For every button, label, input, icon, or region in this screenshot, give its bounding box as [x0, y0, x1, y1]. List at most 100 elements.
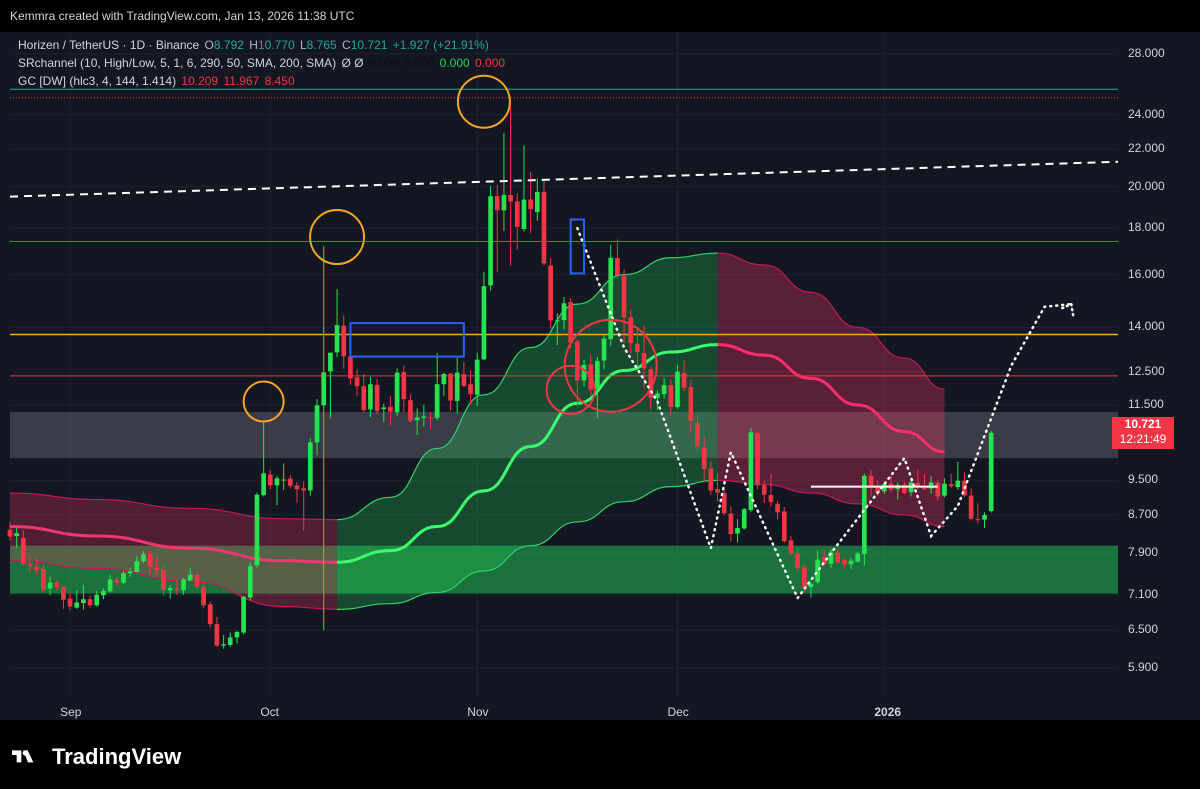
candle	[234, 631, 240, 638]
candle	[688, 387, 694, 422]
candle	[681, 373, 687, 388]
candle	[334, 325, 340, 353]
candle	[468, 384, 473, 395]
highlight-circle	[563, 318, 658, 413]
candle	[922, 486, 927, 490]
candle	[328, 352, 333, 372]
candle	[288, 478, 293, 486]
channel-upper-line	[337, 252, 718, 521]
candle	[808, 583, 814, 587]
highlight-circle	[309, 209, 366, 266]
candle	[508, 194, 513, 202]
candle	[247, 566, 253, 598]
candle	[388, 406, 393, 412]
candle	[755, 433, 760, 486]
top-bar: Kemmra created with TradingView.com, Jan…	[0, 0, 1200, 32]
price-axis-label: 5.900	[1128, 660, 1159, 675]
legend-l-label: L	[299, 38, 307, 52]
candle	[381, 407, 387, 410]
current-price: 10.721	[1124, 417, 1162, 431]
candle	[875, 485, 881, 493]
channel-upper-line	[9, 492, 338, 521]
candle	[554, 320, 560, 322]
candle	[294, 485, 300, 490]
candle	[54, 582, 60, 587]
legend-h-label: H	[249, 38, 258, 52]
candle	[741, 509, 747, 529]
srchannel-value: 0.000	[439, 56, 470, 70]
highlight-box	[349, 322, 465, 358]
candle	[868, 475, 874, 486]
legend-c-label: C	[342, 38, 351, 52]
candle	[368, 384, 373, 410]
bottom-bar	[0, 720, 1200, 789]
candle	[835, 552, 840, 563]
candle	[735, 527, 740, 534]
candle	[348, 356, 353, 379]
candle	[595, 360, 600, 390]
candle	[374, 384, 380, 411]
candle	[761, 485, 767, 495]
projection-arrowhead	[1061, 302, 1075, 318]
candle	[481, 286, 487, 360]
horizontal-lines	[10, 88, 1118, 377]
candle	[261, 473, 266, 496]
candle	[14, 533, 20, 537]
candle	[47, 582, 53, 589]
candle	[902, 484, 907, 494]
tradingview-logo-icon	[12, 750, 34, 763]
candle	[501, 194, 507, 211]
candle	[414, 417, 420, 421]
candle	[101, 590, 106, 596]
candle	[161, 569, 166, 590]
candle	[107, 579, 113, 592]
candle	[301, 488, 307, 491]
legend-high: 10.770	[257, 38, 295, 52]
candle	[227, 637, 233, 645]
candle	[254, 494, 260, 566]
candle	[174, 588, 180, 590]
candle	[154, 567, 160, 570]
legend-low: 8.765	[306, 38, 337, 52]
projection-path	[576, 226, 1073, 601]
candle	[394, 372, 400, 413]
candle	[421, 416, 427, 418]
candle	[448, 373, 453, 401]
candle	[121, 573, 126, 583]
candle	[915, 482, 921, 487]
channel-lower-line	[337, 479, 718, 610]
price-axis-label: 11.500	[1128, 396, 1164, 411]
candle	[708, 468, 714, 491]
candle	[141, 554, 146, 562]
channel-mid-line	[337, 343, 718, 564]
candle	[408, 400, 413, 421]
candle	[862, 475, 867, 555]
channel-band	[337, 253, 718, 610]
candle	[314, 405, 320, 443]
gc-value: 11.967	[223, 74, 260, 88]
candle	[27, 563, 33, 566]
legend-srchannel-row: SRchannel (10, High/Low, 5, 1, 6, 290, 5…	[18, 56, 507, 70]
channel-mid-line	[9, 525, 338, 564]
highlight-circle	[242, 380, 285, 423]
eye-icon[interactable]: Ø Ø	[341, 56, 364, 70]
price-axis-label: 14.000	[1128, 319, 1165, 334]
time-axis-label: Nov	[467, 705, 489, 719]
candle	[94, 594, 100, 606]
current-price-tag: 10.721 12:21:49	[1112, 417, 1174, 449]
highlight-box	[569, 218, 586, 275]
candle	[34, 566, 40, 570]
candle	[361, 386, 367, 411]
legend-change: +1.927 (+21.91%)	[392, 38, 489, 52]
candle	[601, 338, 607, 361]
candle	[935, 482, 941, 497]
candle	[721, 493, 727, 514]
candle	[354, 377, 360, 387]
price-axis-label: 7.100	[1128, 587, 1159, 602]
candle	[668, 385, 674, 408]
srchannel-name: SRchannel (10, High/Low, 5, 1, 6, 290, 5…	[18, 56, 337, 70]
candle	[561, 303, 567, 321]
highlight-circle	[456, 74, 511, 129]
candle	[454, 372, 460, 401]
